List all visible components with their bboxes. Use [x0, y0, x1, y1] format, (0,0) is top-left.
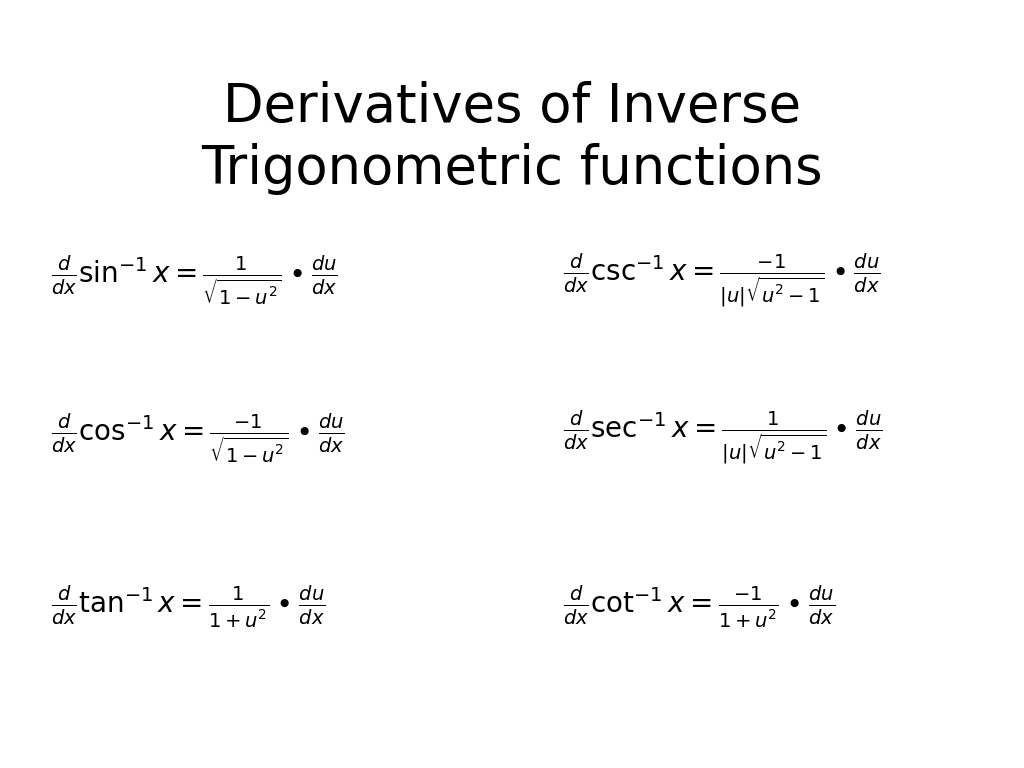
Text: $\frac{d}{dx}\sec^{-1} x = \frac{1}{|u|\sqrt{u^2-1}} \bullet \frac{du}{dx}$: $\frac{d}{dx}\sec^{-1} x = \frac{1}{|u|\…	[563, 409, 883, 466]
Text: $\frac{d}{dx}\tan^{-1} x = \frac{1}{1+u^2} \bullet \frac{du}{dx}$: $\frac{d}{dx}\tan^{-1} x = \frac{1}{1+u^…	[51, 584, 326, 630]
Text: $\frac{d}{dx}\cos^{-1} x = \frac{-1}{\sqrt{1-u^2}} \bullet \frac{du}{dx}$: $\frac{d}{dx}\cos^{-1} x = \frac{-1}{\sq…	[51, 411, 345, 465]
Text: $\frac{d}{dx}\sin^{-1} x = \frac{1}{\sqrt{1-u^2}} \bullet \frac{du}{dx}$: $\frac{d}{dx}\sin^{-1} x = \frac{1}{\sqr…	[51, 253, 338, 307]
Text: $\frac{d}{dx}\cot^{-1} x = \frac{-1}{1+u^2} \bullet \frac{du}{dx}$: $\frac{d}{dx}\cot^{-1} x = \frac{-1}{1+u…	[563, 584, 836, 630]
Text: Derivatives of Inverse
Trigonometric functions: Derivatives of Inverse Trigonometric fun…	[201, 81, 823, 195]
Text: $\frac{d}{dx}\csc^{-1} x = \frac{-1}{|u|\sqrt{u^2-1}} \bullet \frac{du}{dx}$: $\frac{d}{dx}\csc^{-1} x = \frac{-1}{|u|…	[563, 252, 881, 309]
